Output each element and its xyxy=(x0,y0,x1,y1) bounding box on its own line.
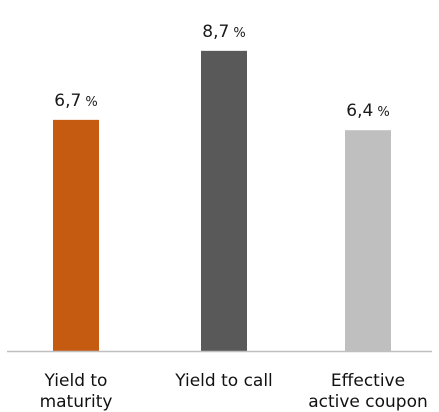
value-label-number: 8,7 xyxy=(202,22,229,42)
value-label-3: 6,4% xyxy=(346,101,389,121)
category-labels-group: Yield to maturity Yield to call Effective ac… xyxy=(40,371,428,412)
value-label-percent: % xyxy=(233,26,245,41)
category-label-line: active coupon xyxy=(308,392,428,412)
category-label-line: Effective xyxy=(331,371,405,391)
category-label-line: Yield to call xyxy=(174,371,273,391)
category-label-2: Yield to call xyxy=(174,371,273,391)
bar-2 xyxy=(201,50,247,351)
bar-3 xyxy=(345,130,391,351)
bars-group xyxy=(53,50,391,351)
category-label-line: Yield to xyxy=(44,371,108,391)
value-label-2: 8,7% xyxy=(202,22,245,42)
category-label-line: maturity xyxy=(40,392,113,412)
value-label-number: 6,7 xyxy=(54,91,81,111)
value-labels-group: 6,7 %8,7 %6,4% xyxy=(54,22,389,121)
value-label-1: 6,7% xyxy=(54,91,97,111)
bar-1 xyxy=(53,119,99,351)
value-label-percent: % xyxy=(377,105,389,120)
category-label-1: Yield to maturity xyxy=(40,371,113,412)
category-label-3: Effective active coupon xyxy=(308,371,428,412)
value-label-percent: % xyxy=(85,95,97,110)
value-label-number: 6,4 xyxy=(346,101,373,121)
